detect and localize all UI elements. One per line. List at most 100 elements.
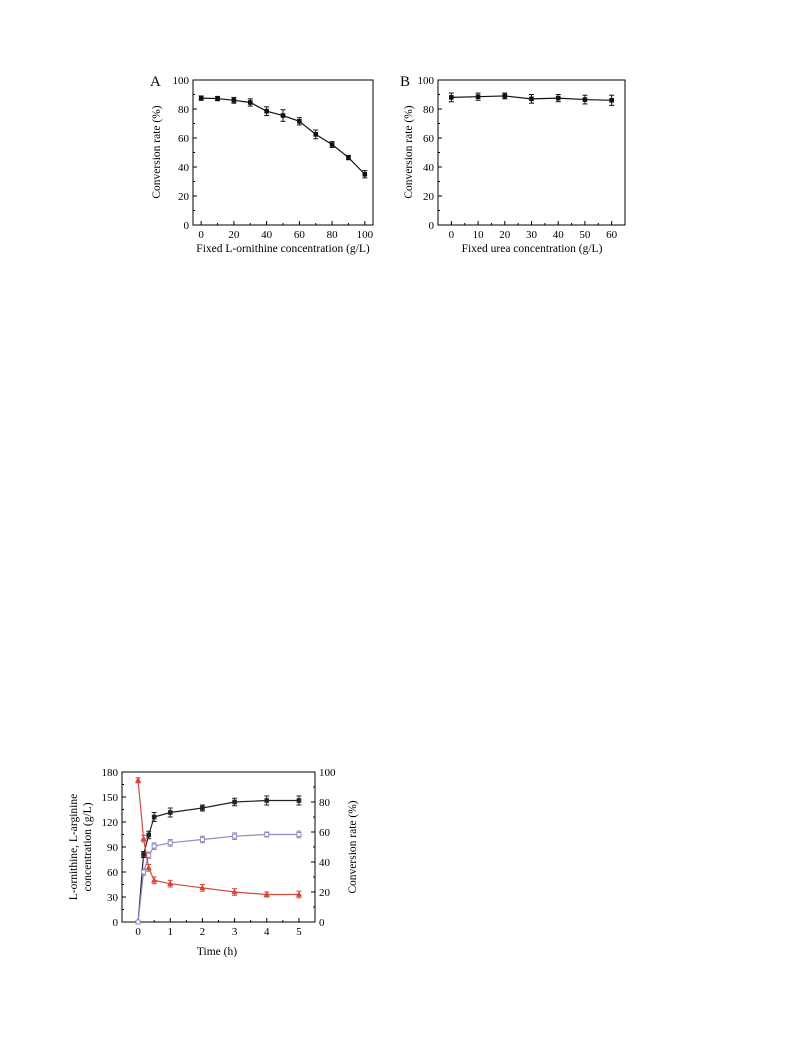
panel-a-x-tick-label: 80 — [327, 229, 339, 241]
panel-b-y-tick-label: 100 — [418, 75, 435, 87]
panel-c-data-point — [140, 835, 147, 841]
panel-b-data-point — [475, 94, 481, 99]
panel-c-data-point — [151, 843, 157, 849]
panel-c-y2-tick-label: 0 — [319, 917, 325, 929]
panel-label-b: B — [400, 74, 410, 90]
panel-c-data-point — [151, 876, 158, 883]
panel-c-data-point — [296, 798, 302, 803]
panel-a-y-tick-label: 0 — [184, 220, 190, 232]
panel-c-x-tick-label: 2 — [200, 926, 206, 938]
panel-a-x-tick-label: 40 — [261, 229, 273, 241]
panel-c-x-tick-label: 4 — [264, 926, 270, 938]
panel-a-x-tick-label: 60 — [294, 229, 306, 241]
y-axis-label-b: Conversion rate (%) — [403, 105, 415, 198]
panel-b-data-point — [609, 97, 614, 103]
panel-c-x-tick-label: 1 — [168, 926, 174, 938]
panel-c-data-point — [146, 832, 151, 838]
panel-a-x-tick-label: 100 — [357, 229, 374, 241]
panel-c-data-point — [199, 837, 205, 842]
panel-c-data-point — [151, 814, 157, 820]
panel-c-data-point — [263, 891, 270, 897]
panel-b-y-tick-label: 20 — [423, 191, 435, 203]
panel-label-a: A — [150, 74, 161, 90]
plot-area-time-course: 0 1 2 3 4 5 0 30 60 90 120 150 180 0 20 40 60 80 100 — [102, 767, 337, 938]
panel-a-data-point — [264, 108, 269, 114]
panel-c-y2-tick-label: 100 — [319, 767, 336, 779]
panel-c-data-point — [167, 880, 174, 886]
panel-c-data-point — [200, 805, 205, 811]
panel-c-y-tick-label: 60 — [107, 867, 119, 879]
chart-panel-b: B Conversion rate (%) Fixed urea concent… — [400, 74, 626, 255]
panel-a-data-point — [231, 97, 237, 103]
panel-c-data-point — [141, 852, 146, 857]
panel-b-y-tick-label: 60 — [423, 133, 435, 145]
panel-c-y2-tick-label: 80 — [319, 797, 331, 809]
panel-c-data-point — [145, 864, 152, 871]
y-axis-label-right: Conversion rate (%) — [347, 800, 359, 893]
panel-c-data-point — [141, 869, 147, 875]
panel-b-x-tick-label: 20 — [499, 229, 511, 241]
chart-panel-time-course: L-ornithine, L-arginine concentration (g… — [68, 767, 359, 958]
panel-b-data-point — [582, 97, 588, 102]
panel-a-data-point — [280, 113, 286, 118]
panel-a-data-point — [313, 132, 319, 137]
x-axis-label-a: Fixed L-ornithine concentration (g/L) — [196, 243, 370, 255]
y-axis-label-left-line2: concentration (g/L) — [82, 802, 94, 891]
panel-a-data-point — [247, 100, 253, 105]
panel-c-y-tick-label: 30 — [107, 892, 119, 904]
panel-c-y-tick-label: 90 — [107, 842, 119, 854]
panel-b-data-point — [555, 95, 561, 101]
y-axis-label-a: Conversion rate (%) — [151, 105, 163, 198]
panel-b-x-tick-label: 60 — [606, 229, 618, 241]
panel-a-data-point — [297, 119, 302, 124]
panel-c-data-point — [232, 833, 238, 839]
panel-c-y2-tick-label: 60 — [319, 827, 331, 839]
panel-b-x-tick-label: 0 — [449, 229, 455, 241]
panel-a-y-tick-label: 80 — [178, 104, 190, 116]
panel-c-data-point — [134, 776, 142, 783]
panel-c-data-point — [295, 891, 303, 897]
panel-b-y-tick-label: 0 — [429, 220, 435, 232]
panel-a-y-tick-label: 100 — [173, 75, 190, 87]
panel-b-data-point — [449, 95, 454, 100]
panel-c-y-tick-label: 120 — [102, 817, 119, 829]
panel-c-x-tick-label: 5 — [296, 926, 302, 938]
panel-c-data-point — [167, 840, 173, 846]
panel-c-data-point — [199, 884, 206, 891]
panel-a-data-point — [215, 96, 220, 101]
plot-area-a: 0 20 40 60 80 100 0 20 40 60 80 100 — [173, 75, 374, 241]
panel-b-data-point — [529, 96, 534, 102]
panel-c-y2-tick-label: 40 — [319, 857, 331, 869]
panel-c-series-line — [137, 833, 299, 923]
y-axis-label-left-line1: L-ornithine, L-arginine — [68, 794, 80, 900]
panel-c-y2-tick-label: 20 — [319, 887, 331, 899]
chart-panel-a: A Conversion rate (%) Fixed L-ornithine … — [150, 74, 374, 255]
panel-a-data-point — [198, 95, 204, 101]
panel-c-series-line — [137, 799, 299, 923]
panel-a-y-tick-label: 60 — [178, 133, 190, 145]
panel-a-y-tick-label: 40 — [178, 162, 190, 174]
panel-c-data-point — [135, 919, 141, 925]
panel-c-data-point — [264, 798, 270, 803]
panel-b-y-tick-label: 80 — [423, 104, 435, 116]
plot-frame-c — [121, 771, 316, 923]
panel-b-data-point — [502, 93, 508, 99]
panel-c-data-point — [296, 832, 302, 837]
panel-c-y-tick-label: 150 — [102, 792, 119, 804]
panel-b-y-tick-label: 40 — [423, 162, 435, 174]
panel-c-data-point — [232, 799, 237, 805]
panel-c-data-point — [264, 832, 270, 837]
plot-frame-a — [192, 79, 374, 226]
x-axis-label-time: Time (h) — [197, 946, 237, 958]
panel-b-x-tick-label: 10 — [473, 229, 485, 241]
panel-c-y-tick-label: 180 — [102, 767, 119, 779]
panel-a-data-point — [362, 171, 368, 177]
panel-a-x-tick-label: 20 — [228, 229, 240, 241]
panel-a-y-tick-label: 20 — [178, 191, 190, 203]
panel-c-x-tick-label: 3 — [232, 926, 238, 938]
panel-a-data-point — [346, 155, 351, 160]
panel-a-x-tick-label: 0 — [198, 229, 204, 241]
x-axis-label-b: Fixed urea concentration (g/L) — [462, 243, 603, 255]
panel-b-x-tick-label: 40 — [553, 229, 565, 241]
panel-c-y-tick-label: 0 — [113, 917, 119, 929]
